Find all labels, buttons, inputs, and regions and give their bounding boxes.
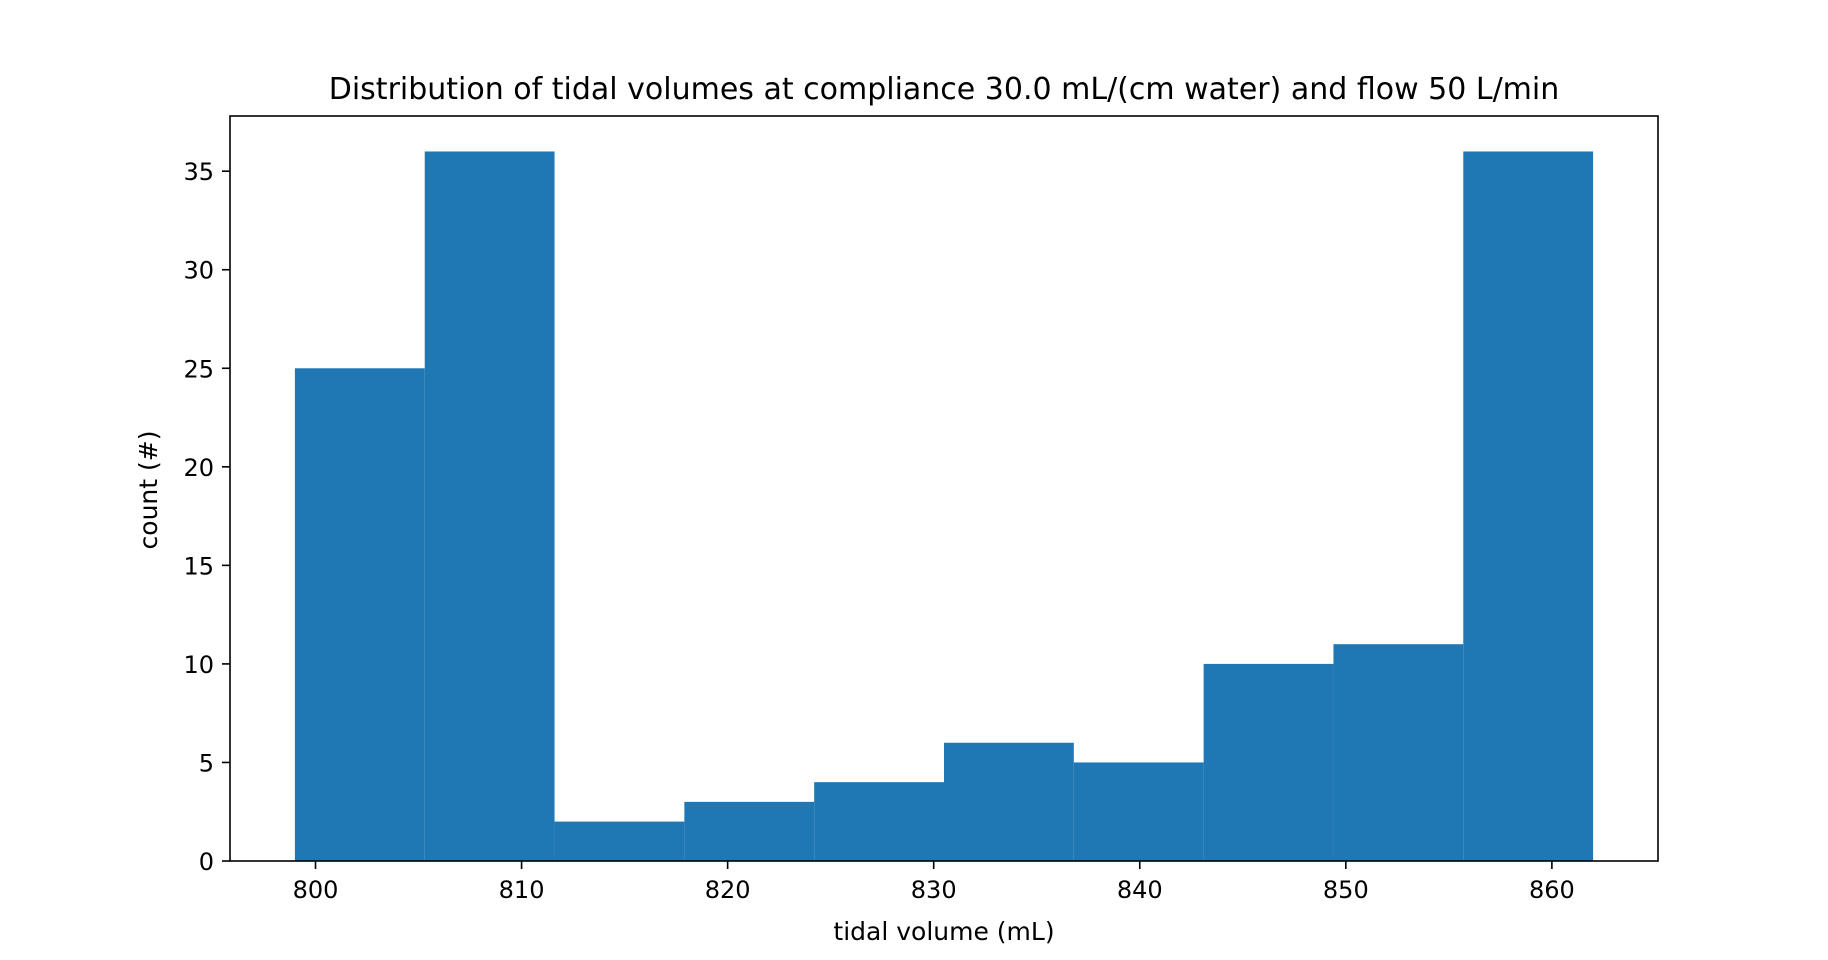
y-tick-label: 10 xyxy=(183,651,214,679)
y-axis-ticks: 0 5 10 15 20 25 30 35 xyxy=(183,158,230,876)
histogram-bar xyxy=(1463,151,1594,861)
histogram-bar xyxy=(944,742,1074,861)
y-tick-label: 35 xyxy=(183,158,214,186)
y-tick-label: 25 xyxy=(183,355,214,383)
x-tick-label: 830 xyxy=(911,876,957,904)
histogram-bar xyxy=(1073,762,1204,861)
y-tick-label: 5 xyxy=(199,749,214,777)
histogram-bar xyxy=(554,821,685,861)
y-tick-label: 15 xyxy=(183,552,214,580)
histogram-bar xyxy=(814,782,944,861)
y-tick-label: 0 xyxy=(199,848,214,876)
x-axis-ticks: 800 810 820 830 840 850 860 xyxy=(293,861,1575,904)
y-axis-label: count (#) xyxy=(134,431,163,550)
y-tick-label: 30 xyxy=(183,257,214,285)
bars-group xyxy=(294,151,1594,861)
x-tick-label: 860 xyxy=(1529,876,1575,904)
chart-title: Distribution of tidal volumes at complia… xyxy=(329,72,1560,107)
x-tick-label: 850 xyxy=(1323,876,1369,904)
x-tick-label: 820 xyxy=(705,876,751,904)
histogram-bar xyxy=(1333,644,1464,861)
histogram-bar xyxy=(684,801,815,861)
x-tick-label: 800 xyxy=(293,876,339,904)
x-tick-label: 810 xyxy=(499,876,545,904)
histogram-bar xyxy=(1203,663,1334,861)
plot-area-frame xyxy=(229,115,1659,862)
histogram-bar xyxy=(424,151,555,861)
x-tick-label: 840 xyxy=(1117,876,1163,904)
histogram-bar xyxy=(294,368,425,861)
y-tick-label: 20 xyxy=(183,454,214,482)
x-axis-label: tidal volume (mL) xyxy=(833,917,1054,946)
